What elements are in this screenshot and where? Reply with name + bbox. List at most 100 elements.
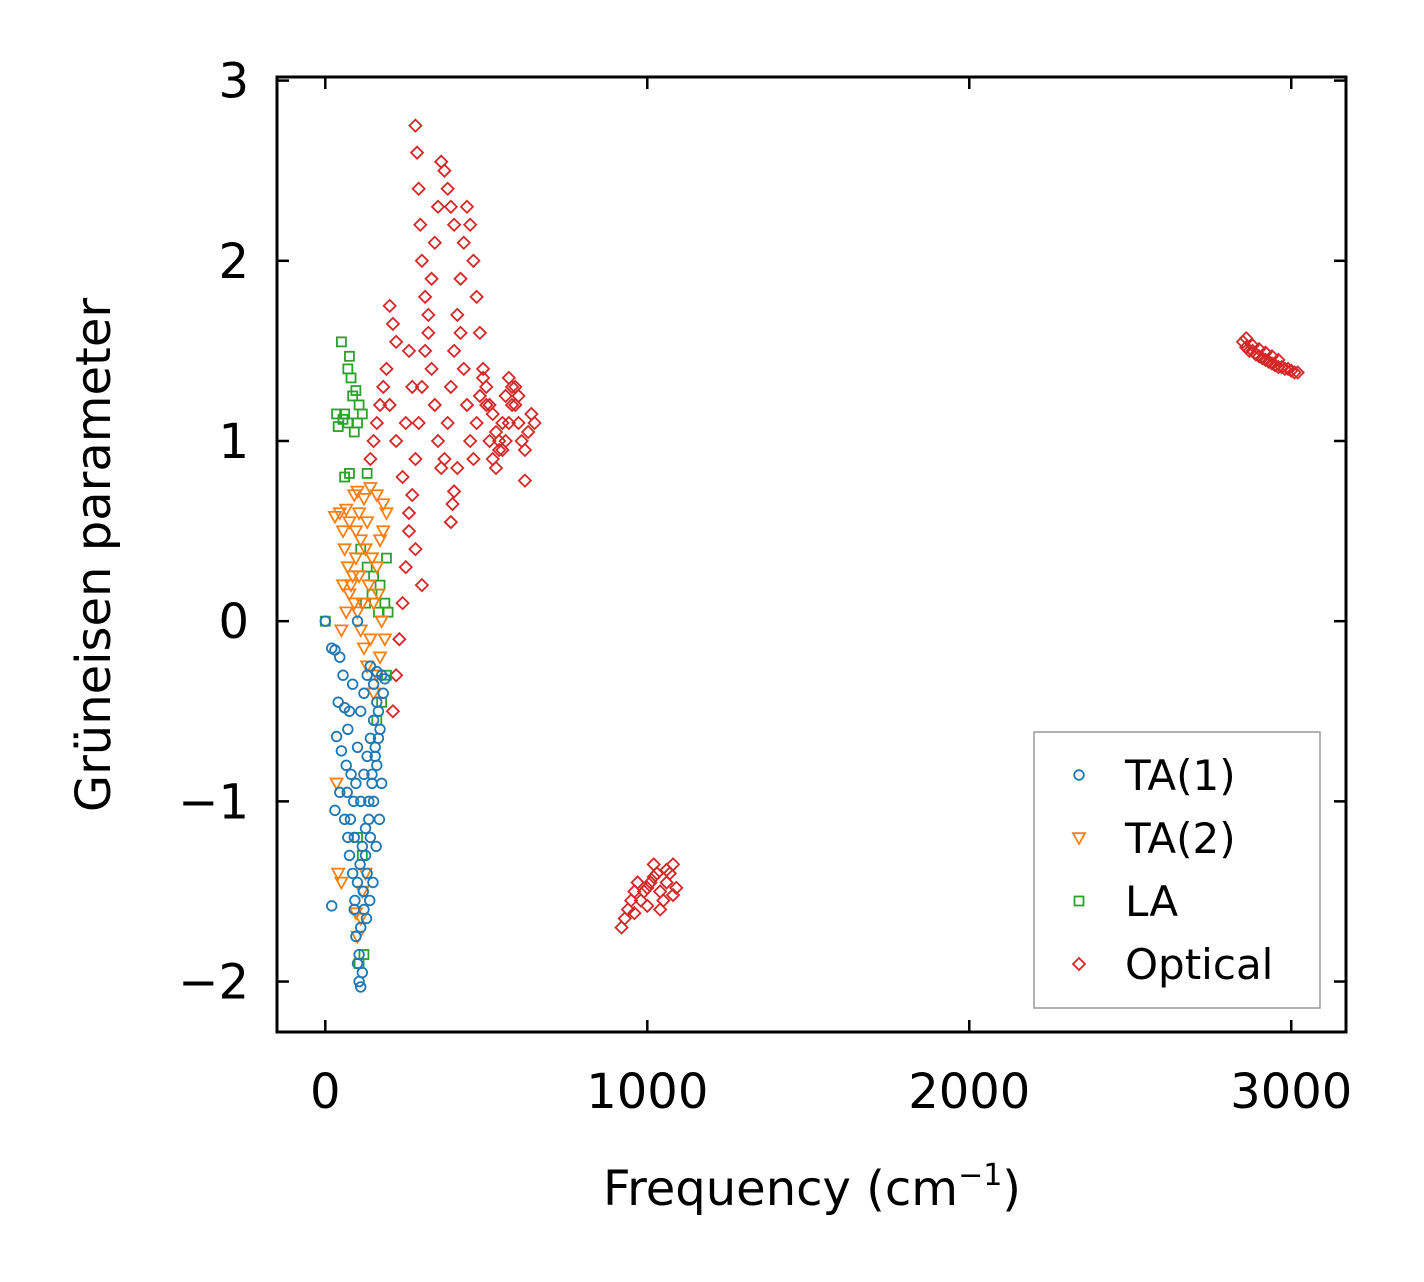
data-point [443, 514, 459, 530]
data-point [335, 745, 348, 757]
data-point [504, 379, 520, 395]
data-point [1251, 349, 1267, 364]
data-point [355, 921, 367, 934]
data-point [377, 633, 393, 648]
legend: TA(1) TA(2) LA Optical [1033, 731, 1321, 1009]
data-point [421, 325, 436, 341]
legend-label: TA(1) [1124, 751, 1236, 800]
data-point [333, 876, 349, 891]
data-point [359, 822, 372, 835]
data-point [385, 703, 401, 719]
data-point [668, 880, 684, 896]
data-point [472, 388, 488, 404]
data-point [445, 496, 460, 512]
data-point [345, 768, 357, 781]
data-point [361, 561, 373, 573]
legend-item: LA [1073, 877, 1178, 926]
y-tick-label: 3 [218, 54, 249, 110]
legend-item: TA(1) [1073, 751, 1236, 800]
data-point [350, 930, 362, 943]
data-point [466, 253, 481, 269]
legend-label: LA [1125, 877, 1178, 926]
data-point [388, 334, 404, 350]
data-point [417, 343, 433, 359]
data-point [456, 235, 472, 251]
data-point [421, 307, 436, 323]
data-point [398, 559, 414, 575]
data-point [411, 415, 426, 431]
data-point [469, 289, 484, 305]
legend-item: Optical [1071, 940, 1273, 989]
data-point [414, 577, 430, 593]
data-point [627, 905, 642, 921]
data-point [392, 631, 407, 647]
data-point [354, 858, 366, 871]
data-point [367, 714, 380, 726]
data-point [511, 388, 526, 404]
data-point [520, 424, 536, 440]
data-point [366, 433, 381, 449]
x-axis-title: Frequency (cm−1) [603, 1158, 1021, 1217]
data-point [348, 831, 360, 844]
data-point [398, 415, 414, 431]
data-point [334, 786, 346, 799]
data-point [369, 489, 385, 503]
data-point [349, 894, 361, 907]
legend-label: TA(2) [1124, 814, 1236, 863]
data-point [338, 606, 354, 621]
data-point [630, 875, 645, 890]
data-point [375, 379, 391, 395]
data-point [342, 831, 354, 844]
data-point [1258, 352, 1273, 368]
data-point [408, 118, 423, 133]
data-point [440, 415, 455, 431]
legend-item: TA(2) [1071, 814, 1236, 863]
data-point [330, 867, 346, 882]
data-point [627, 884, 642, 899]
data-point [1245, 338, 1260, 353]
data-point [427, 397, 443, 413]
data-point [372, 397, 388, 413]
data-point [417, 289, 433, 305]
legend-box [1033, 731, 1321, 1009]
data-point [479, 397, 494, 413]
data-point [345, 372, 357, 384]
data-point [459, 199, 475, 215]
data-point [498, 388, 513, 404]
data-point [443, 379, 459, 395]
data-point [362, 633, 378, 648]
data-point [375, 498, 391, 512]
data-point [430, 199, 446, 215]
data-point [388, 433, 404, 449]
data-point [326, 900, 338, 912]
data-point [511, 415, 526, 431]
y-tick-label: 1 [218, 414, 249, 470]
data-point [466, 451, 481, 467]
data-point [482, 433, 497, 449]
data-point [375, 777, 388, 790]
data-point [349, 485, 366, 500]
data-point [495, 442, 510, 458]
data-point [343, 849, 356, 862]
data-point [357, 885, 369, 898]
data-point [329, 777, 345, 792]
data-point [450, 460, 465, 476]
data-point [369, 750, 381, 763]
legend-marker [1071, 956, 1087, 972]
data-point [453, 271, 468, 287]
x-tick-label: 2000 [908, 1064, 1030, 1120]
data-point [334, 651, 346, 663]
data-point [341, 588, 357, 602]
data-point [360, 912, 373, 925]
data-point [351, 615, 364, 627]
data-point [341, 786, 353, 799]
data-point [346, 597, 362, 612]
x-tick-label: 0 [310, 1064, 341, 1120]
legend-marker [1073, 769, 1085, 781]
data-point [333, 624, 349, 639]
data-point [351, 507, 367, 521]
data-point [462, 433, 478, 449]
data-point [379, 361, 394, 377]
data-point [382, 298, 397, 314]
